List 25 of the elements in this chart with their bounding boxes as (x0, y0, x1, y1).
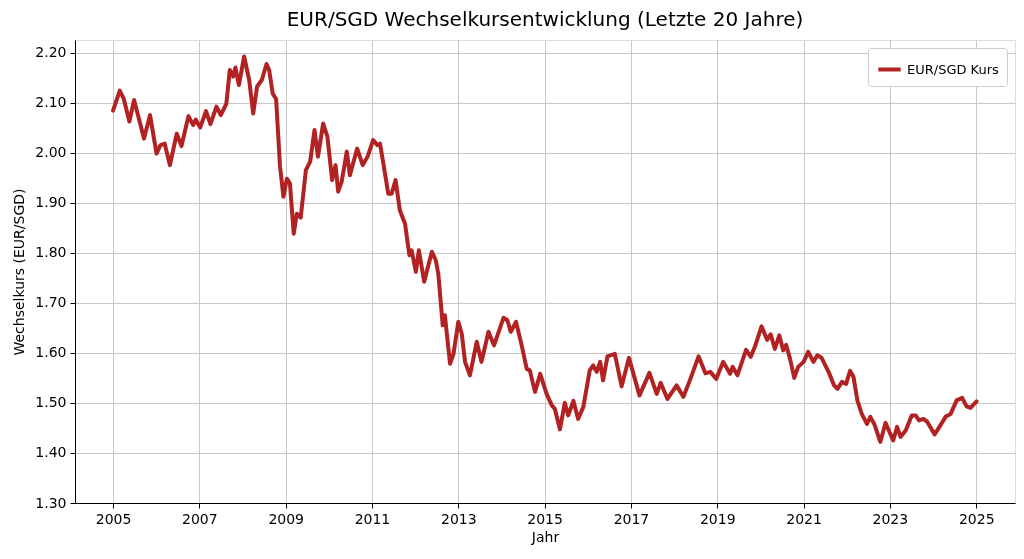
x-tick-label: 2005 (95, 510, 132, 527)
y-tick-label: 2.20 (35, 44, 67, 61)
chart-title: EUR/SGD Wechselkursentwicklung (Letzte 20 Jahre) (286, 7, 804, 31)
y-tick-label: 1.40 (35, 444, 67, 461)
x-tick-label: 2015 (527, 510, 563, 527)
y-tick-label: 1.80 (35, 244, 67, 261)
x-tick-label: 2021 (786, 510, 822, 527)
x-tick-label: 2023 (872, 510, 909, 527)
x-tick-label: 2025 (958, 510, 995, 527)
y-tick-label: 2.00 (35, 144, 67, 161)
x-tick-label: 2009 (268, 510, 305, 527)
x-tick-label: 2013 (441, 510, 477, 527)
x-tick-label: 2007 (181, 510, 218, 527)
legend-label: EUR/SGD Kurs (907, 61, 1000, 77)
y-axis-title: Wechselkurs (EUR/SGD) (11, 188, 28, 356)
y-tick-label: 2.10 (35, 94, 67, 111)
y-tick-label: 1.90 (35, 194, 67, 211)
y-tick-label: 1.50 (35, 394, 67, 411)
y-tick-label: 1.60 (35, 344, 67, 361)
x-tick-label: 2011 (354, 510, 391, 527)
x-axis-title: Jahr (530, 528, 560, 545)
x-tick-label: 2017 (613, 510, 650, 527)
y-tick-label: 1.70 (35, 294, 67, 311)
x-tick-label: 2019 (699, 510, 736, 527)
y-tick-label: 1.30 (35, 494, 67, 511)
